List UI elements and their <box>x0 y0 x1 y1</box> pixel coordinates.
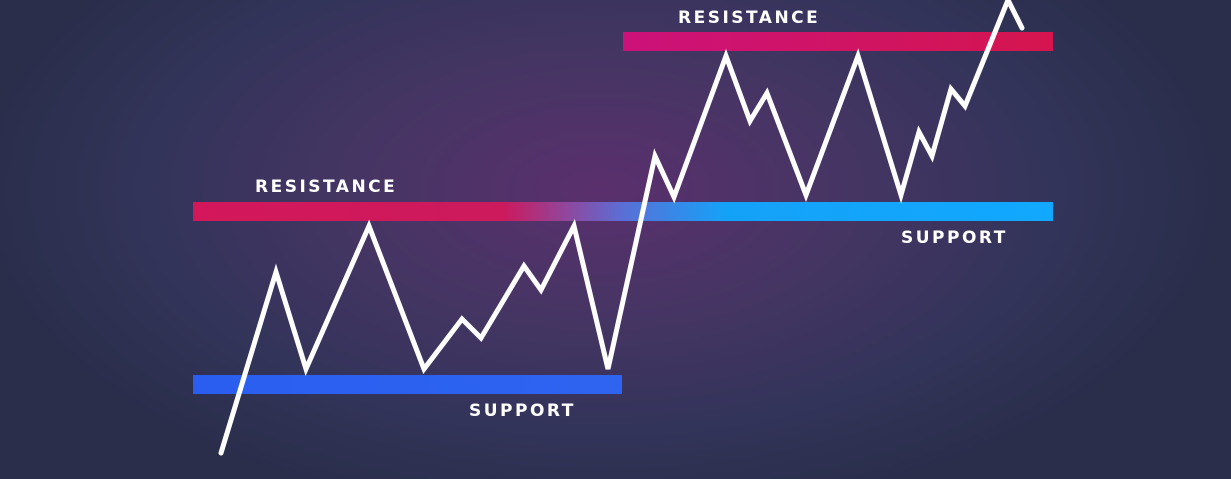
support-label-right: SUPPORT <box>901 228 1008 248</box>
support-label-left: SUPPORT <box>469 401 576 421</box>
resistance-label-right: RESISTANCE <box>678 8 820 28</box>
price-line <box>218 0 1025 456</box>
resistance-band-right <box>623 32 1053 51</box>
support-band-left <box>193 375 622 394</box>
resistance-support-band-middle <box>193 202 1053 221</box>
resistance-label-left: RESISTANCE <box>255 177 397 197</box>
